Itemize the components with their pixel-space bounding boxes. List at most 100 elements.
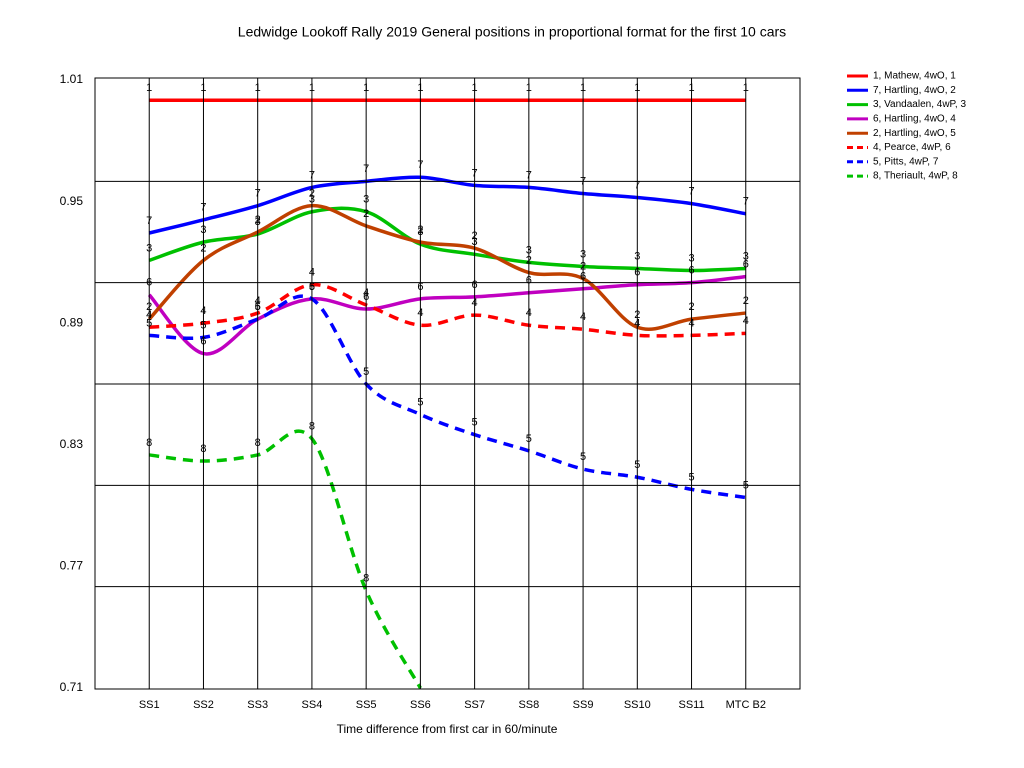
point-label: 1 (580, 82, 586, 94)
point-label: 3 (526, 244, 532, 256)
point-label: 3 (743, 250, 749, 262)
point-label: 5 (743, 479, 749, 491)
point-label: 1 (472, 82, 478, 94)
point-label: 3 (634, 250, 640, 262)
point-label: 3 (309, 194, 315, 206)
x-tick-label: SS2 (193, 699, 214, 711)
point-label: 6 (146, 277, 152, 289)
point-label: 3 (580, 248, 586, 260)
legend-label: 3, Vandaalen, 4wP, 3 (873, 99, 966, 110)
point-label: 4 (255, 295, 261, 307)
point-label: 2 (255, 214, 261, 226)
point-label: 1 (309, 82, 315, 94)
point-label: 7 (743, 196, 749, 208)
point-label: 5 (146, 317, 152, 329)
point-label: 6 (255, 301, 261, 313)
point-label: 2 (580, 261, 586, 273)
point-label: 4 (146, 309, 152, 321)
point-label: 3 (363, 194, 369, 206)
x-tick-label: SS8 (518, 699, 539, 711)
x-tick-label: SS9 (573, 699, 594, 711)
point-label: 4 (363, 287, 369, 299)
point-label: 1 (255, 82, 261, 94)
series-line (148, 175, 747, 235)
point-label: 3 (255, 216, 261, 228)
point-label: 7 (634, 179, 640, 191)
point-label: 4 (743, 315, 749, 327)
point-label: 7 (309, 169, 315, 181)
x-tick-label: SS3 (247, 699, 268, 711)
series-line (149, 294, 747, 500)
point-label: 1 (200, 82, 206, 94)
point-label: 6 (200, 336, 206, 348)
y-tick-label: 0.83 (60, 437, 84, 451)
point-label: 5 (255, 301, 261, 313)
point-label: 2 (472, 230, 478, 242)
point-label: 1 (146, 82, 152, 94)
x-tick-label: SS7 (464, 699, 485, 711)
point-label: 5 (634, 459, 640, 471)
point-label: 3 (417, 226, 423, 238)
point-label: 2 (688, 301, 694, 313)
point-label: 5 (526, 433, 532, 445)
point-label: 7 (200, 202, 206, 214)
point-label: 6 (417, 281, 423, 293)
point-label: 7 (363, 163, 369, 175)
point-label: 4 (472, 297, 478, 309)
point-label: 2 (200, 242, 206, 254)
series-line (149, 429, 422, 689)
plot-area (147, 98, 747, 689)
point-label: 5 (417, 396, 423, 408)
x-tick-label: SS5 (356, 699, 377, 711)
x-tick-label: SS4 (302, 699, 323, 711)
point-label: 2 (146, 301, 152, 313)
point-label: 2 (309, 188, 315, 200)
point-label: 8 (146, 437, 152, 449)
point-label: 7 (526, 169, 532, 181)
y-tick-label: 0.95 (60, 194, 84, 208)
point-label: 2 (417, 224, 423, 236)
point-label: 6 (526, 275, 532, 287)
point-label: 1 (526, 82, 532, 94)
point-label: 1 (743, 82, 749, 94)
point-label: 4 (580, 311, 586, 323)
x-tick-label: SS6 (410, 699, 431, 711)
point-label: 6 (634, 267, 640, 279)
point-label: 5 (309, 281, 315, 293)
point-label: 3 (688, 252, 694, 264)
series-line (149, 282, 746, 338)
point-label: 3 (472, 236, 478, 248)
point-label: 5 (363, 366, 369, 378)
point-label: 5 (200, 319, 206, 331)
point-label: 1 (634, 82, 640, 94)
point-label: 7 (580, 175, 586, 187)
legend-label: 5, Pitts, 4wP, 7 (873, 156, 939, 167)
point-label: 1 (688, 82, 694, 94)
chart-title: Ledwidge Lookoff Rally 2019 General posi… (238, 24, 786, 40)
point-label: 7 (417, 159, 423, 171)
point-label: 6 (688, 265, 694, 277)
point-label: 4 (634, 317, 640, 329)
point-label: 2 (363, 208, 369, 220)
series-line (147, 274, 746, 356)
point-label: 6 (580, 271, 586, 283)
point-label: 4 (417, 307, 423, 319)
point-label: 6 (743, 258, 749, 270)
point-label: 6 (472, 279, 478, 291)
legend-label: 4, Pearce, 4wP, 6 (873, 142, 951, 153)
legend-label: 8, Theriault, 4wP, 8 (873, 171, 958, 182)
point-label: 7 (688, 186, 694, 198)
point-label: 8 (309, 421, 315, 433)
y-tick-label: 0.77 (60, 559, 84, 573)
legend-label: 2, Hartling, 4wO, 5 (873, 128, 956, 139)
legend-label: 1, Mathew, 4wO, 1 (873, 71, 956, 82)
point-label: 6 (363, 291, 369, 303)
legend-label: 7, Hartling, 4wO, 2 (873, 85, 956, 96)
point-label: 7 (472, 167, 478, 179)
point-label: 5 (580, 451, 586, 463)
point-label: 7 (255, 188, 261, 200)
x-tick-label: SS11 (678, 699, 704, 711)
point-label: 4 (526, 307, 532, 319)
point-label: 3 (200, 224, 206, 236)
